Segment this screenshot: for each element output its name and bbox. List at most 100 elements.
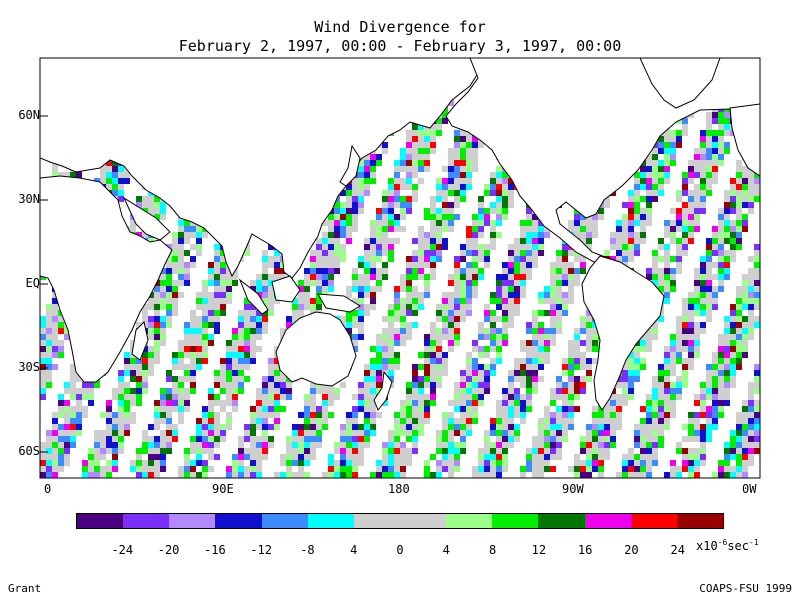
- divergence-cell: [568, 268, 574, 274]
- divergence-cell: [448, 304, 454, 310]
- divergence-cell: [628, 388, 634, 394]
- divergence-cell: [736, 292, 742, 298]
- divergence-cell: [622, 394, 628, 400]
- divergence-cell: [262, 280, 268, 286]
- divergence-cell: [304, 424, 310, 430]
- divergence-cell: [202, 346, 208, 352]
- divergence-cell: [658, 406, 664, 412]
- divergence-cell: [400, 208, 406, 214]
- divergence-cell: [364, 256, 370, 262]
- divergence-cell: [724, 328, 730, 334]
- divergence-cell: [286, 394, 292, 400]
- divergence-cell: [256, 322, 262, 328]
- divergence-cell: [454, 130, 460, 136]
- divergence-cell: [616, 382, 622, 388]
- divergence-cell: [502, 196, 508, 202]
- divergence-cell: [172, 358, 178, 364]
- divergence-cell: [592, 430, 598, 436]
- divergence-cell: [280, 388, 286, 394]
- divergence-cell: [226, 346, 232, 352]
- divergence-cell: [418, 430, 424, 436]
- divergence-cell: [196, 352, 202, 358]
- divergence-cell: [550, 430, 556, 436]
- divergence-cell: [706, 436, 712, 442]
- divergence-cell: [436, 232, 442, 238]
- divergence-cell: [328, 250, 334, 256]
- divergence-cell: [598, 412, 604, 418]
- divergence-cell: [394, 160, 400, 166]
- divergence-cell: [436, 124, 442, 130]
- divergence-cell: [670, 370, 676, 376]
- divergence-cell: [400, 148, 406, 154]
- divergence-cell: [556, 394, 562, 400]
- divergence-cell: [490, 418, 496, 424]
- divergence-cell: [322, 424, 328, 430]
- divergence-cell: [274, 274, 280, 280]
- divergence-cell: [430, 124, 436, 130]
- divergence-cell: [592, 346, 598, 352]
- divergence-cell: [250, 334, 256, 340]
- divergence-cell: [454, 274, 460, 280]
- divergence-cell: [304, 406, 310, 412]
- divergence-cell: [502, 334, 508, 340]
- divergence-cell: [508, 262, 514, 268]
- divergence-cell: [562, 310, 568, 316]
- divergence-cell: [214, 322, 220, 328]
- divergence-cell: [250, 358, 256, 364]
- divergence-cell: [436, 328, 442, 334]
- divergence-cell: [736, 244, 742, 250]
- divergence-cell: [460, 448, 466, 454]
- divergence-cell: [538, 418, 544, 424]
- divergence-cell: [226, 268, 232, 274]
- divergence-cell: [172, 424, 178, 430]
- divergence-cell: [640, 358, 646, 364]
- divergence-cell: [190, 364, 196, 370]
- divergence-cell: [370, 274, 376, 280]
- divergence-cell: [538, 220, 544, 226]
- divergence-cell: [742, 274, 748, 280]
- divergence-cell: [664, 358, 670, 364]
- divergence-cell: [418, 394, 424, 400]
- divergence-cell: [304, 430, 310, 436]
- divergence-cell: [526, 388, 532, 394]
- divergence-cell: [184, 274, 190, 280]
- divergence-cell: [322, 268, 328, 274]
- divergence-cell: [274, 358, 280, 364]
- divergence-cell: [586, 334, 592, 340]
- divergence-cell: [220, 268, 226, 274]
- divergence-cell: [532, 226, 538, 232]
- divergence-cell: [448, 184, 454, 190]
- divergence-cell: [508, 292, 514, 298]
- divergence-cell: [514, 370, 520, 376]
- divergence-cell: [574, 334, 580, 340]
- divergence-cell: [730, 256, 736, 262]
- divergence-cell: [736, 178, 742, 184]
- divergence-cell: [388, 304, 394, 310]
- divergence-cell: [454, 262, 460, 268]
- divergence-cell: [202, 448, 208, 454]
- divergence-cell: [430, 196, 436, 202]
- divergence-cell: [532, 436, 538, 442]
- divergence-cell: [154, 436, 160, 442]
- divergence-cell: [472, 160, 478, 166]
- divergence-cell: [532, 382, 538, 388]
- divergence-cell: [52, 166, 58, 172]
- divergence-cell: [490, 448, 496, 454]
- divergence-cell: [514, 400, 520, 406]
- divergence-cell: [658, 370, 664, 376]
- divergence-cell: [352, 202, 358, 208]
- divergence-cell: [424, 364, 430, 370]
- divergence-cell: [232, 346, 238, 352]
- divergence-cell: [568, 274, 574, 280]
- divergence-cell: [724, 142, 730, 148]
- divergence-cell: [298, 448, 304, 454]
- divergence-cell: [166, 448, 172, 454]
- divergence-cell: [52, 418, 58, 424]
- divergence-cell: [286, 436, 292, 442]
- divergence-cell: [124, 382, 130, 388]
- divergence-cell: [502, 406, 508, 412]
- divergence-cell: [400, 334, 406, 340]
- divergence-cell: [100, 430, 106, 436]
- divergence-cell: [514, 436, 520, 442]
- divergence-cell: [688, 172, 694, 178]
